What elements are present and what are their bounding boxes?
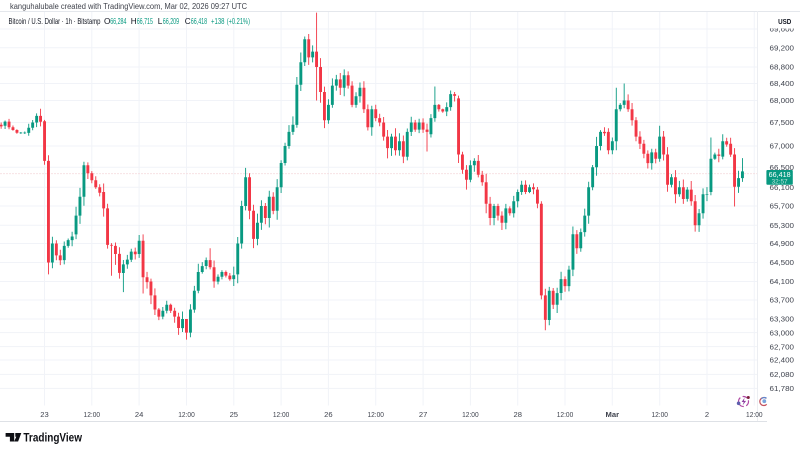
svg-text:66,418: 66,418 (191, 17, 208, 26)
svg-text:12:00: 12:00 (746, 410, 763, 419)
svg-text:69,200: 69,200 (770, 43, 795, 52)
svg-text:L: L (158, 17, 163, 26)
svg-text:12:00: 12:00 (651, 410, 668, 419)
svg-text:25: 25 (230, 410, 238, 419)
svg-text:23: 23 (40, 410, 48, 419)
svg-text:69,600: 69,600 (770, 25, 795, 34)
svg-text:Mar: Mar (606, 410, 620, 419)
svg-text:32:57: 32:57 (772, 179, 788, 186)
svg-text:62,400: 62,400 (770, 356, 795, 365)
svg-text:12:00: 12:00 (462, 410, 479, 419)
svg-text:12:00: 12:00 (367, 410, 384, 419)
svg-text:26: 26 (324, 410, 332, 419)
svg-text:28: 28 (513, 410, 521, 419)
svg-text:62,700: 62,700 (770, 342, 795, 351)
svg-text:63,000: 63,000 (770, 328, 795, 337)
svg-text:65,700: 65,700 (770, 202, 795, 211)
svg-text:61,780: 61,780 (770, 384, 795, 393)
svg-text:62,080: 62,080 (770, 370, 795, 379)
svg-text:65,300: 65,300 (770, 221, 795, 230)
svg-text:kanguhalubale created with Tra: kanguhalubale created with TradingView.c… (10, 2, 247, 11)
svg-text:TradingView: TradingView (23, 430, 82, 444)
svg-text:2: 2 (705, 410, 709, 419)
svg-text:68,400: 68,400 (770, 79, 795, 88)
svg-text:12:00: 12:00 (557, 410, 574, 419)
svg-text:Bitcoin / U.S. Dollar · 1h · B: Bitcoin / U.S. Dollar · 1h · Bitstamp (9, 17, 101, 26)
svg-text:66,284: 66,284 (110, 17, 127, 26)
svg-text:64,900: 64,900 (770, 239, 795, 248)
svg-text:64,100: 64,100 (770, 277, 795, 286)
svg-text:H: H (131, 17, 137, 26)
svg-text:66,715: 66,715 (137, 17, 154, 26)
svg-text:USD: USD (778, 17, 791, 26)
svg-text:68,800: 68,800 (770, 63, 795, 72)
svg-text:C: C (185, 17, 191, 26)
svg-text:66,100: 66,100 (770, 183, 795, 192)
svg-text:24: 24 (135, 410, 143, 419)
svg-text:68,000: 68,000 (770, 96, 795, 105)
svg-text:63,300: 63,300 (770, 315, 795, 324)
svg-text:+138: +138 (211, 17, 225, 26)
svg-text:66,418: 66,418 (769, 170, 791, 179)
svg-text:64,500: 64,500 (770, 258, 795, 267)
svg-text:66,209: 66,209 (163, 17, 180, 26)
svg-text:27: 27 (419, 410, 427, 419)
svg-text:67,000: 67,000 (770, 142, 795, 151)
svg-text:12:00: 12:00 (178, 410, 195, 419)
svg-text:67,500: 67,500 (770, 118, 795, 127)
svg-text:66,500: 66,500 (770, 163, 795, 172)
svg-text:O: O (104, 17, 110, 26)
svg-text:(+0.21%): (+0.21%) (227, 17, 250, 26)
svg-text:12:00: 12:00 (273, 410, 290, 419)
svg-text:12:00: 12:00 (84, 410, 101, 419)
svg-text:63,700: 63,700 (770, 296, 795, 305)
